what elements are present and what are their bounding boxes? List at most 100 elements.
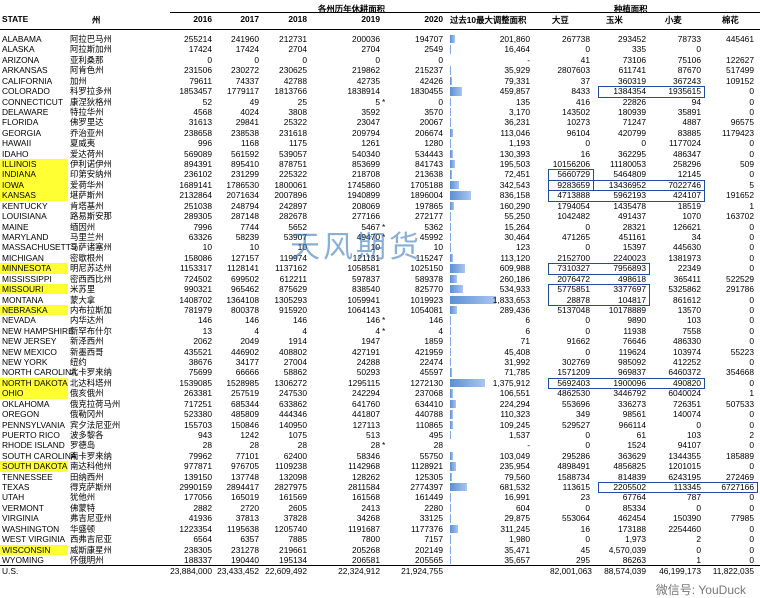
state-highlight	[0, 159, 68, 170]
table-cell: 177056	[184, 492, 212, 503]
state-name-cn: 俄克拉荷马州	[70, 398, 121, 409]
adjust-bar	[450, 472, 452, 482]
state-name: NORTH CAROLINA	[2, 367, 77, 378]
table-cell: 335	[632, 44, 646, 55]
table-cell: 45992	[419, 231, 443, 242]
table-cell: 1381973	[668, 252, 701, 263]
table-cell: 33125	[419, 513, 443, 524]
adjust-bar	[450, 462, 456, 471]
table-cell: 4	[302, 325, 307, 336]
table-cell: 0	[696, 502, 701, 513]
table-cell: 0	[749, 409, 754, 420]
table-cell: 287148	[231, 211, 259, 222]
table-cell: 412252	[673, 357, 701, 368]
table-cell: 7996	[193, 221, 212, 232]
table-cell: 604	[516, 502, 530, 513]
table-cell: 363629	[618, 450, 646, 461]
state-name: ARIZONA	[2, 54, 40, 65]
table-cell: 119974	[279, 252, 307, 263]
table-cell: 1524	[627, 440, 646, 451]
table-cell: 15,264	[504, 221, 530, 232]
table-cell: 23	[580, 492, 590, 503]
table-cell: 1272130	[410, 377, 443, 388]
adjust-bar	[450, 295, 496, 304]
table-cell: 231278	[231, 544, 259, 555]
table-cell: 11938	[623, 325, 646, 336]
table-cell: 0	[749, 377, 754, 388]
table-cell: 201,860	[499, 34, 530, 44]
adjust-bar	[450, 451, 453, 461]
adjust-bar	[450, 410, 453, 419]
max-adjust-header: 过去10最大调整面积	[450, 15, 527, 25]
table-cell: 121131	[352, 252, 380, 263]
table-cell: 62400	[283, 450, 307, 461]
table-cell: 16,464	[504, 44, 530, 55]
table-cell: 213638	[415, 169, 443, 180]
table-cell: 2704	[361, 44, 380, 55]
table-cell: 161449	[415, 492, 443, 503]
table-cell: 2807603	[557, 65, 590, 76]
table-cell: 787	[687, 492, 701, 503]
table-cell: 0	[585, 325, 590, 336]
table-cell: 27004	[283, 357, 307, 368]
state-highlight	[0, 169, 68, 180]
table-cell: 0	[696, 544, 701, 555]
state-name-cn: 北达科塔州	[70, 377, 112, 388]
table-cell: 1128141	[227, 263, 259, 274]
state-name-cn: 伊利诺伊州	[70, 159, 112, 170]
table-cell: 251038	[184, 200, 212, 211]
table-cell: 205268	[352, 544, 380, 555]
group-fallow-header: 各州历年休耕面积	[318, 4, 385, 14]
table-cell: 1794054	[557, 200, 590, 211]
table-cell: 103	[687, 429, 701, 440]
table-cell: 34268	[356, 513, 380, 524]
table-cell: 1853457	[179, 86, 212, 97]
highlight-box	[548, 190, 705, 202]
table-cell: 238538	[231, 127, 259, 138]
table-cell: 1539085	[179, 377, 212, 388]
state-name: NEBRASKA	[2, 304, 48, 315]
state-name: TENNESSEE	[2, 471, 53, 482]
table-cell: 208069	[352, 200, 380, 211]
state-name: OREGON	[2, 409, 40, 420]
adjust-bar	[450, 285, 464, 294]
table-cell: 28878	[566, 294, 590, 305]
table-cell: 1142968	[348, 461, 380, 472]
table-cell: 0	[749, 242, 754, 253]
table-cell: 633862	[279, 398, 307, 409]
adjust-bar	[450, 430, 451, 440]
table-cell: 408802	[279, 346, 307, 357]
table-cell: 569089	[184, 148, 212, 159]
table-cell: 29,875	[504, 513, 530, 524]
table-cell: 1,375,912	[492, 377, 530, 388]
table-cell: 3446792	[613, 388, 646, 399]
table-cell: 28	[202, 440, 212, 451]
table-cell: 103974	[673, 346, 701, 357]
table-cell: 158086	[184, 252, 212, 263]
table-cell: 79962	[188, 450, 212, 461]
table-cell: 2774397	[410, 482, 443, 493]
table-cell: 1168	[240, 138, 259, 149]
table-cell: 37	[580, 75, 590, 86]
table-cell: 6357	[240, 534, 259, 545]
state-name-cn: 堪萨斯州	[70, 190, 104, 201]
table-cell: 10156206	[552, 159, 590, 170]
table-cell: 965462	[231, 284, 259, 295]
table-cell: 0	[749, 419, 754, 430]
table-cell: 73106	[622, 54, 646, 65]
wheat-header: 小麦	[665, 15, 682, 25]
adjust-bar	[450, 305, 458, 315]
table-cell: 0	[749, 555, 754, 565]
table-cell: 726351	[673, 398, 701, 409]
table-cell: 79611	[189, 75, 212, 86]
table-cell: 509	[740, 159, 754, 170]
table-cell: 0	[438, 96, 443, 107]
table-cell: 35,657	[504, 555, 530, 565]
table-cell: 6	[525, 315, 530, 326]
table-cell: 72,451	[504, 169, 530, 180]
table-cell: 150390	[673, 513, 701, 524]
table-cell: 2	[749, 429, 754, 440]
table-cell: 22474	[419, 357, 443, 368]
adjust-bar	[450, 493, 451, 502]
table-cell: 103	[687, 315, 701, 326]
